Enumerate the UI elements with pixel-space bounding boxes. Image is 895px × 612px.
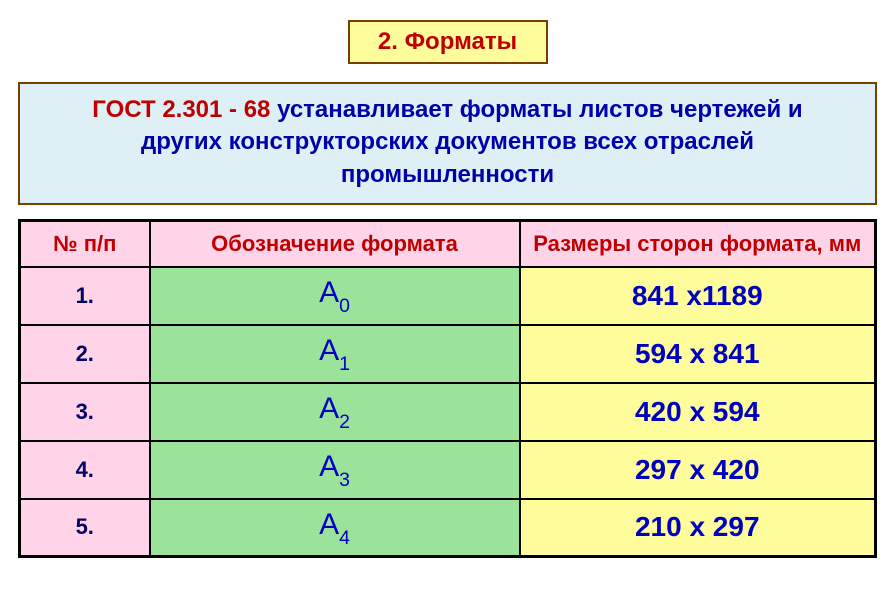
header-size: Размеры сторон формата, мм (520, 221, 876, 267)
cell-size: 594 х 841 (520, 325, 876, 383)
cell-num: 1. (20, 267, 150, 325)
cell-format: А3 (150, 441, 520, 499)
cell-num: 5. (20, 499, 150, 557)
cell-format: А0 (150, 267, 520, 325)
table-row: 1. А0 841 х1189 (20, 267, 876, 325)
cell-num: 3. (20, 383, 150, 441)
cell-size: 210 х 297 (520, 499, 876, 557)
table-header-row: № п/п Обозначение формата Размеры сторон… (20, 221, 876, 267)
section-title: 2. Форматы (348, 20, 548, 64)
table-row: 5. А4 210 х 297 (20, 499, 876, 557)
cell-format: А4 (150, 499, 520, 557)
formats-table: № п/п Обозначение формата Размеры сторон… (18, 219, 877, 558)
cell-num: 4. (20, 441, 150, 499)
gost-number: ГОСТ 2.301 - 68 (92, 96, 270, 123)
header-format: Обозначение формата (150, 221, 520, 267)
header-num: № п/п (20, 221, 150, 267)
cell-size: 297 х 420 (520, 441, 876, 499)
table-row: 3. А2 420 х 594 (20, 383, 876, 441)
cell-format: А2 (150, 383, 520, 441)
cell-num: 2. (20, 325, 150, 383)
cell-format: А1 (150, 325, 520, 383)
cell-size: 841 х1189 (520, 267, 876, 325)
cell-size: 420 х 594 (520, 383, 876, 441)
description-box: ГОСТ 2.301 - 68 устанавливает форматы ли… (18, 82, 877, 205)
table-row: 2. А1 594 х 841 (20, 325, 876, 383)
table-row: 4. А3 297 х 420 (20, 441, 876, 499)
